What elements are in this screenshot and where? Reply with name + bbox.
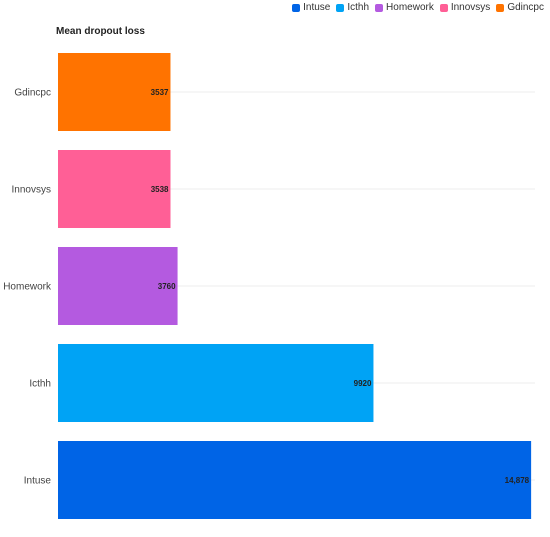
legend-swatch-homework — [375, 3, 384, 12]
legend-swatch-gdincpc — [496, 3, 505, 12]
tick-label-icthh: Icthh — [29, 379, 51, 390]
tick-label-intuse: Intuse — [24, 476, 52, 487]
legend-item-innovsys[interactable]: Innovsys — [439, 2, 491, 13]
chart-title: Mean dropout loss — [56, 26, 145, 37]
legend-label-icthh: Icthh — [347, 2, 370, 13]
legend-item-gdincpc[interactable]: Gdincpc — [496, 2, 544, 13]
legend-item-icthh[interactable]: Icthh — [336, 2, 369, 13]
bar-gdincpc[interactable] — [58, 53, 171, 131]
data-label-gdincpc: 3537 — [151, 88, 169, 97]
legend-label-homework: Homework — [386, 2, 434, 13]
data-label-homework: 3760 — [158, 282, 176, 291]
chart-legend: Intuse Icthh Homework Innovsys Gdincpc — [292, 2, 544, 13]
data-label-intuse: 14,878 — [505, 476, 530, 485]
tick-label-innovsys: Innovsys — [12, 185, 51, 196]
tick-label-gdincpc: Gdincpc — [14, 88, 51, 99]
legend-label-innovsys: Innovsys — [450, 2, 491, 13]
data-label-icthh: 9920 — [354, 379, 372, 388]
data-label-innovsys: 3538 — [151, 185, 169, 194]
bar-homework[interactable] — [58, 247, 178, 325]
bar-innovsys[interactable] — [58, 150, 171, 228]
tick-label-homework: Homework — [3, 282, 52, 293]
bar-intuse[interactable] — [58, 441, 532, 519]
legend-label-gdincpc: Gdincpc — [507, 2, 544, 13]
legend-item-homework[interactable]: Homework — [375, 2, 434, 13]
legend-swatch-innovsys — [439, 3, 448, 12]
legend-label-intuse: Intuse — [303, 2, 331, 13]
legend-swatch-intuse — [292, 3, 301, 12]
legend-swatch-icthh — [336, 3, 345, 12]
legend-item-intuse[interactable]: Intuse — [292, 2, 330, 13]
bar-icthh[interactable] — [58, 344, 374, 422]
